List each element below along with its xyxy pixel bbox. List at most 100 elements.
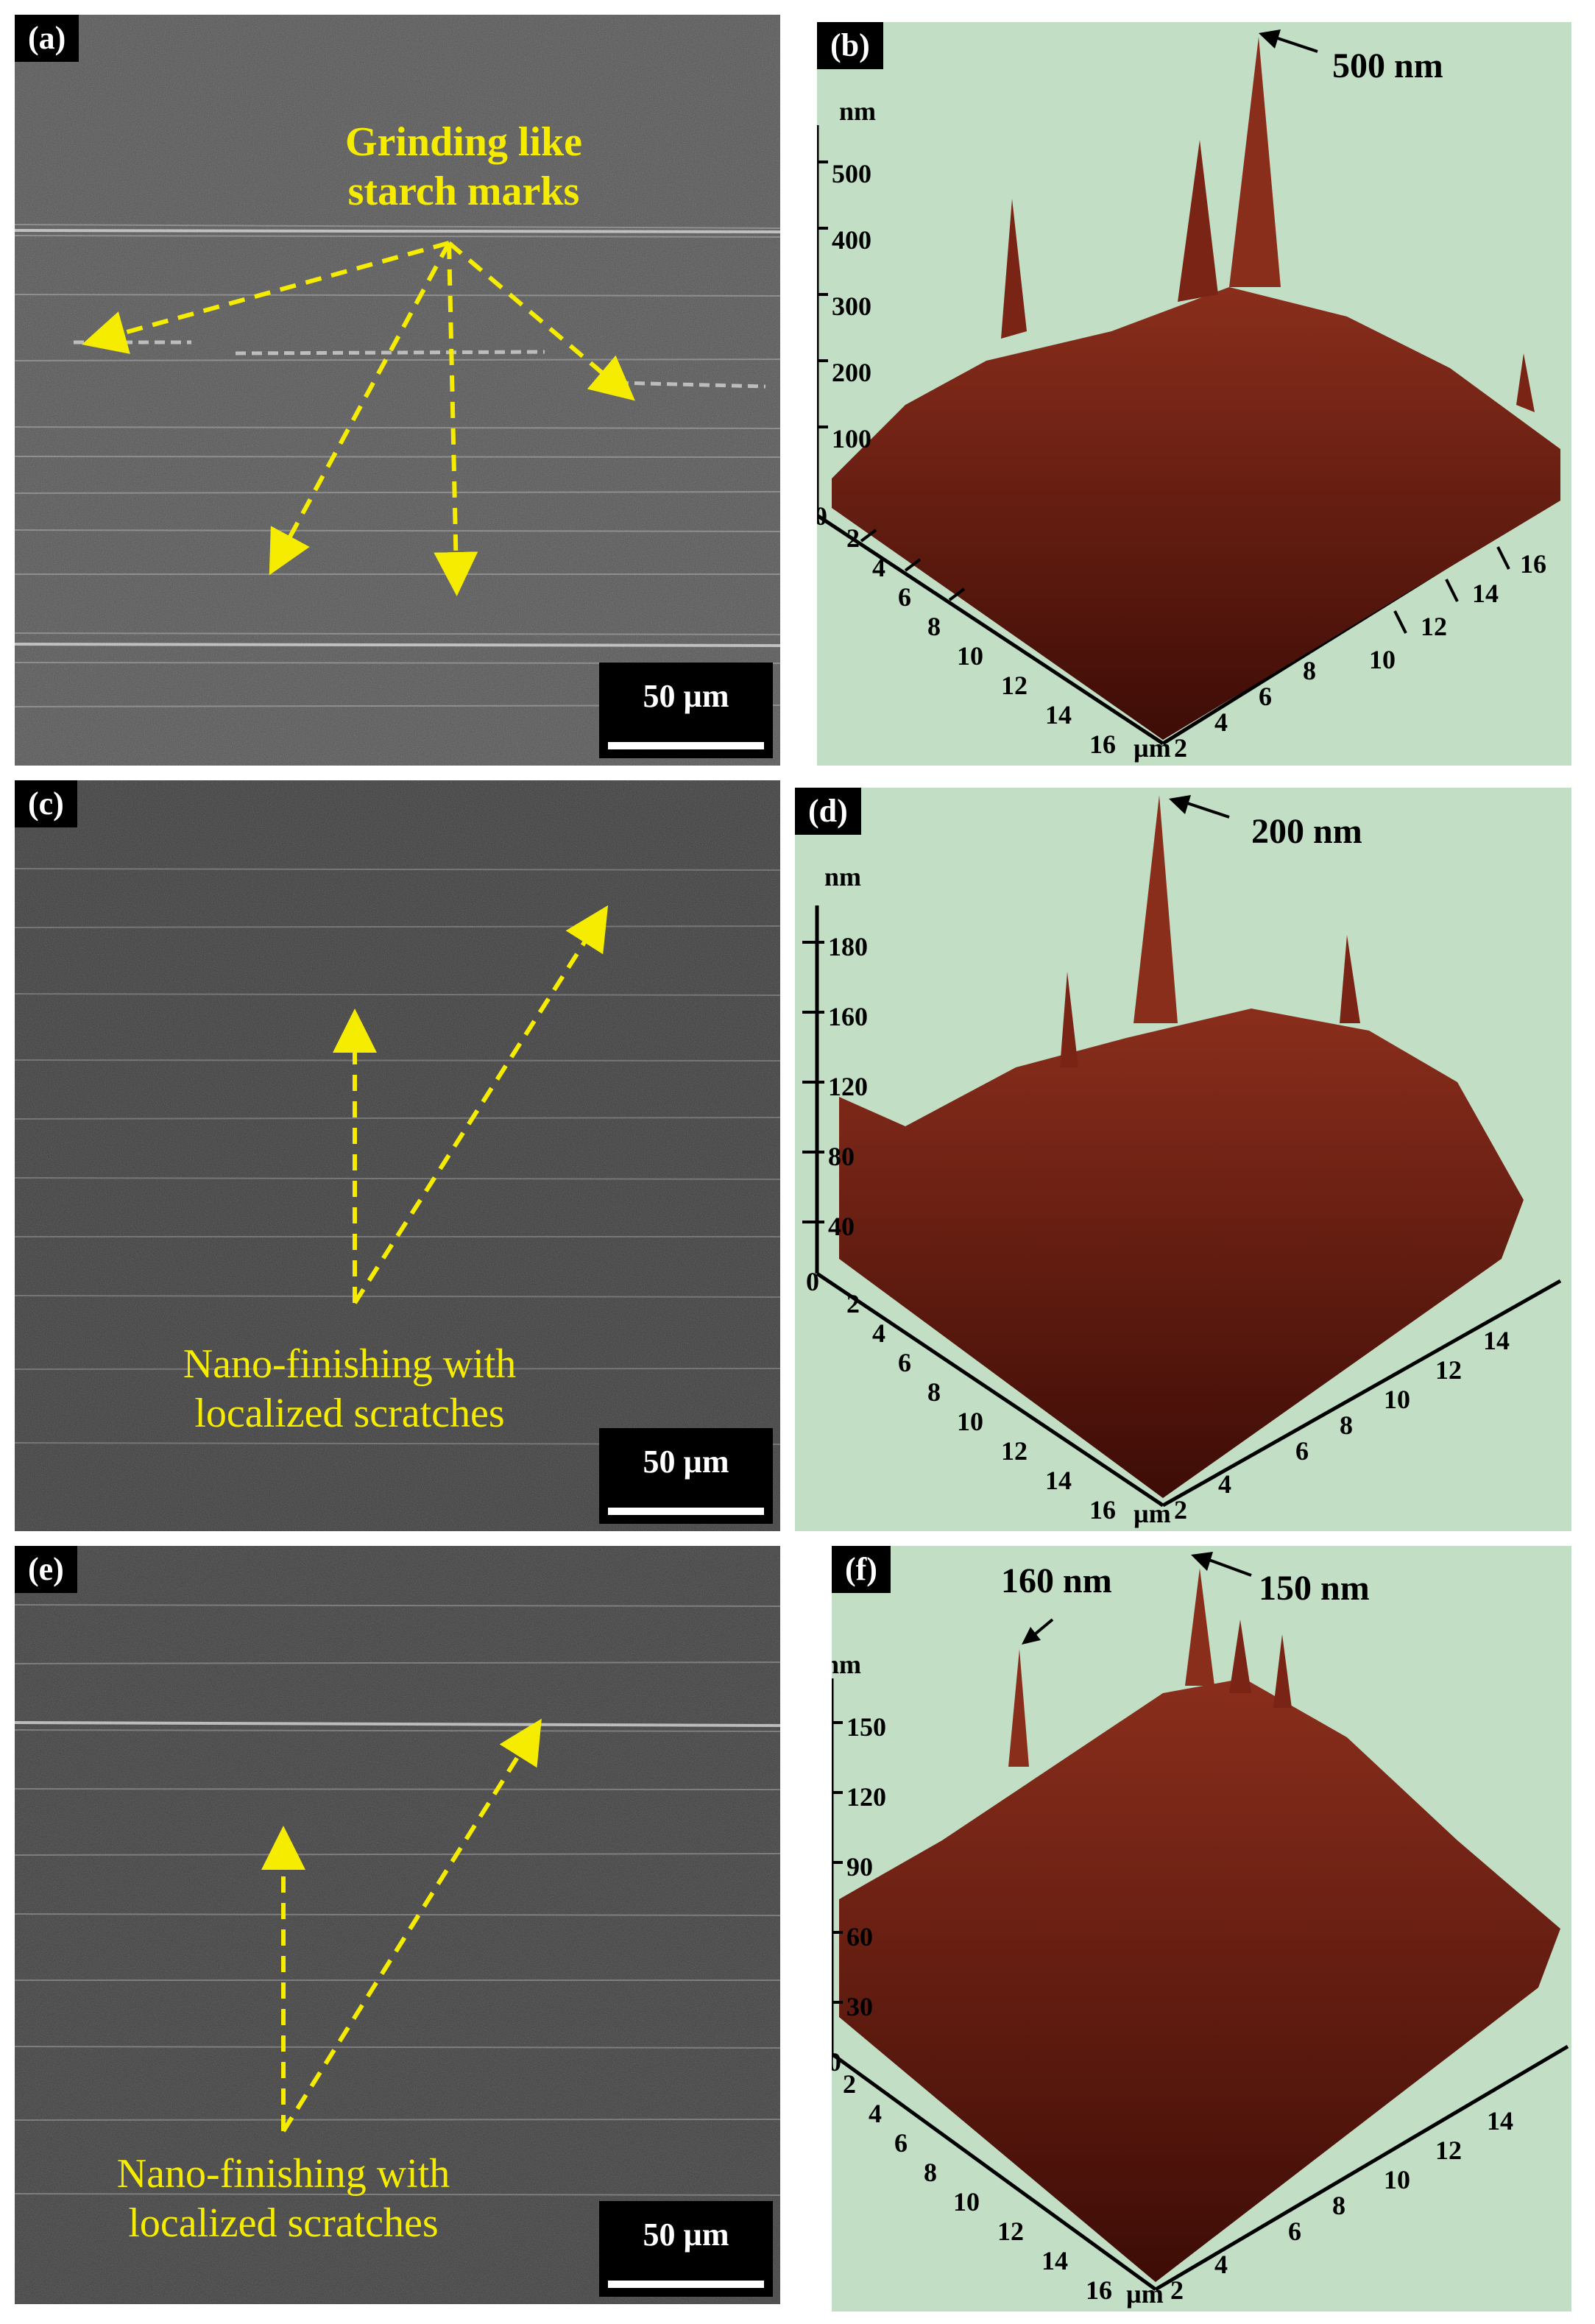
z-axis-unit: nm	[832, 1650, 862, 1679]
afm-surface-b	[817, 29, 1560, 746]
y-tick: 8	[1303, 656, 1316, 685]
x-tick: 10	[957, 641, 983, 671]
x-tick: 2	[843, 2069, 856, 2099]
panel-label: (a)	[15, 15, 79, 62]
z-tick: 300	[832, 292, 871, 321]
x-tick: 14	[1045, 1466, 1072, 1495]
y-tick: 14	[1472, 579, 1499, 608]
annotation-line: Nano-finishing with	[183, 1341, 517, 1387]
x-tick: 8	[927, 612, 941, 641]
z-tick: 0	[806, 1267, 819, 1296]
panel-d-afm-3d: (d) nm 0 40 80 120 160 180 200 nm 2 4 6 …	[795, 788, 1571, 1531]
y-tick: 12	[1435, 2136, 1462, 2165]
z-tick: 200	[832, 358, 871, 387]
annotation-nano-finishing: Nano-finishing with localized scratches	[74, 2150, 493, 2248]
y-tick: 12	[1435, 1355, 1462, 1385]
x-tick: 12	[1001, 1436, 1028, 1466]
x-axis-unit: µm	[1134, 733, 1171, 763]
y-tick: 10	[1384, 1385, 1410, 1414]
x-tick: 10	[953, 2187, 980, 2217]
secondary-peak-label: 160 nm	[1001, 1561, 1112, 1600]
z-tick: 400	[832, 225, 871, 255]
x-tick: 4	[872, 553, 885, 582]
z-axis-unit: nm	[824, 862, 862, 891]
x-tick: 10	[957, 1407, 983, 1436]
panel-label: (b)	[817, 22, 883, 69]
y-tick: 8	[1332, 2191, 1345, 2220]
z-tick: 500	[832, 159, 871, 188]
y-tick: 14	[1487, 2106, 1513, 2136]
peak-height-label: 200 nm	[1251, 812, 1362, 851]
panel-label: (c)	[15, 780, 77, 827]
z-tick: 0	[817, 501, 827, 531]
sem-texture-a	[15, 15, 780, 766]
y-tick: 2	[1174, 733, 1187, 763]
x-tick: 12	[997, 2217, 1024, 2246]
panel-c-sem-image: (c) Nano-finishing with localized scratc…	[15, 780, 780, 1531]
x-tick: 2	[846, 1289, 860, 1318]
y-tick: 6	[1259, 682, 1272, 711]
sem-texture-c	[15, 780, 780, 1531]
x-axis-unit: µm	[1134, 1499, 1171, 1528]
z-tick: 100	[832, 424, 871, 453]
z-tick: 30	[846, 1992, 873, 2021]
panel-e-sem-image: (e) Nano-finishing with localized scratc…	[15, 1546, 780, 2304]
y-tick: 4	[1218, 1469, 1231, 1499]
panel-a-sem-image: (a) Grinding like starch marks 50 µm	[15, 15, 780, 766]
scale-bar: 50 µm	[599, 663, 773, 758]
afm-surface-d	[802, 795, 1562, 1508]
z-tick: 40	[828, 1212, 855, 1241]
y-tick: 8	[1340, 1410, 1353, 1440]
peak-height-label: 150 nm	[1259, 1569, 1370, 1608]
x-tick: 2	[846, 523, 860, 553]
x-axis-unit: µm	[1126, 2279, 1164, 2309]
x-tick: 6	[894, 2128, 908, 2158]
z-tick: 0	[832, 2047, 841, 2077]
annotation-line: localized scratches	[128, 2200, 439, 2247]
scale-bar: 50 µm	[599, 2201, 773, 2297]
scale-bar: 50 µm	[599, 1428, 773, 1524]
panel-b-afm-3d: (b) nm 0 100 200 300 400 500 500 nm 2 4 …	[817, 22, 1571, 766]
x-tick: 16	[1089, 730, 1116, 759]
z-tick: 90	[846, 1852, 873, 1882]
z-tick: 60	[846, 1922, 873, 1952]
y-tick: 6	[1288, 2217, 1301, 2246]
x-tick: 8	[924, 2158, 937, 2187]
y-tick: 4	[1214, 2250, 1228, 2279]
x-tick: 16	[1086, 2275, 1112, 2305]
y-tick: 2	[1174, 1495, 1187, 1525]
annotation-grinding-marks: Grinding like starch marks	[344, 119, 583, 215]
x-tick: 14	[1041, 2246, 1068, 2275]
panel-label: (d)	[795, 788, 861, 835]
y-tick: 6	[1295, 1436, 1309, 1466]
panel-label: (f)	[832, 1546, 891, 1593]
z-tick: 160	[828, 1002, 868, 1031]
panel-label: (e)	[15, 1546, 77, 1593]
y-tick: 10	[1384, 2165, 1410, 2194]
z-tick: 180	[828, 932, 868, 961]
z-axis-unit: nm	[839, 96, 877, 126]
x-tick: 4	[872, 1318, 885, 1348]
x-tick: 14	[1045, 700, 1072, 730]
y-tick: 4	[1214, 707, 1228, 737]
z-tick: 120	[828, 1072, 868, 1101]
x-tick: 4	[869, 2099, 882, 2128]
peak-height-label: 500 nm	[1332, 46, 1443, 85]
y-tick: 14	[1483, 1326, 1510, 1355]
x-tick: 16	[1089, 1495, 1116, 1525]
annotation-nano-finishing: Nano-finishing with localized scratches	[140, 1340, 559, 1438]
x-tick: 8	[927, 1377, 941, 1407]
x-tick: 12	[1001, 671, 1028, 700]
y-tick: 12	[1421, 612, 1447, 641]
x-tick: 6	[898, 582, 911, 612]
annotation-line: Nano-finishing with	[116, 2151, 450, 2197]
x-tick: 6	[898, 1348, 911, 1377]
sem-texture-e	[15, 1546, 780, 2304]
panel-f-afm-3d: (f) nm 0 30 60 90 120 150 150 nm 160 nm …	[832, 1546, 1571, 2311]
y-tick: 16	[1520, 549, 1546, 579]
z-tick: 150	[846, 1712, 886, 1742]
annotation-line: localized scratches	[194, 1391, 505, 1437]
y-tick: 10	[1369, 645, 1396, 674]
afm-surface-f	[832, 1552, 1569, 2292]
y-tick: 2	[1170, 2275, 1184, 2305]
